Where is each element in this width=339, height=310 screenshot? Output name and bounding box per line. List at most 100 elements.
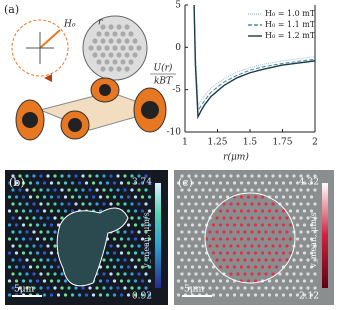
particle <box>232 251 237 255</box>
particle <box>267 237 272 241</box>
particle <box>105 279 110 283</box>
particle <box>98 181 103 185</box>
y-tick-label: -10 <box>167 128 182 138</box>
particle <box>102 286 106 290</box>
particle <box>130 272 134 276</box>
particle <box>211 223 216 227</box>
particle <box>176 209 181 213</box>
particle <box>218 293 223 297</box>
particle <box>229 174 233 178</box>
particle <box>194 216 198 220</box>
field-label: H₀ <box>63 20 76 30</box>
particle <box>260 265 265 269</box>
particle <box>260 195 265 199</box>
particle <box>309 223 314 227</box>
particle <box>21 265 26 269</box>
x-tick-label: 1.75 <box>272 138 292 148</box>
particle <box>218 251 223 255</box>
particle <box>257 244 261 248</box>
particle <box>246 181 251 185</box>
particle <box>11 258 15 262</box>
particle <box>229 188 233 192</box>
particle <box>176 265 181 269</box>
particle <box>84 181 89 185</box>
particle <box>253 279 258 283</box>
particle <box>18 272 22 276</box>
particle <box>197 181 202 185</box>
particle <box>123 272 127 276</box>
particle <box>120 31 126 37</box>
particle <box>190 265 195 269</box>
particle <box>42 209 47 213</box>
particle <box>180 174 184 178</box>
particle <box>285 244 289 248</box>
particle <box>18 174 22 178</box>
particle <box>302 223 307 227</box>
particle <box>302 265 307 269</box>
particle <box>218 237 223 241</box>
particle <box>104 59 110 65</box>
particle <box>299 216 303 220</box>
particle <box>25 244 29 248</box>
particle <box>239 251 244 255</box>
particle <box>257 230 261 234</box>
particle <box>250 258 254 262</box>
particle <box>133 181 138 185</box>
particle <box>229 258 233 262</box>
particle <box>183 279 188 283</box>
particle <box>60 174 64 178</box>
particle <box>201 174 205 178</box>
particle <box>39 202 43 206</box>
particle <box>313 202 317 206</box>
particle <box>271 188 275 192</box>
particle <box>42 251 47 255</box>
particle <box>98 279 103 283</box>
particle <box>25 230 29 234</box>
particle <box>243 272 247 276</box>
particle <box>88 286 92 290</box>
particle <box>25 286 29 290</box>
particle <box>63 195 68 199</box>
particle <box>60 202 64 206</box>
particle <box>299 286 303 290</box>
particle <box>60 216 64 220</box>
particle <box>53 286 57 290</box>
particle <box>260 293 265 297</box>
particle <box>246 195 251 199</box>
distance-label: r <box>98 18 103 28</box>
particle <box>236 272 240 276</box>
particle <box>25 216 29 220</box>
particle <box>120 45 126 51</box>
particle <box>246 251 251 255</box>
colorbar-label: v_mean, μm/s <box>309 212 318 268</box>
particle <box>137 244 141 248</box>
particle <box>42 293 47 297</box>
particle <box>218 195 223 199</box>
particle <box>11 202 15 206</box>
particle <box>126 293 131 297</box>
particle <box>180 188 184 192</box>
line-series <box>193 4 315 120</box>
particle <box>95 202 99 206</box>
particle <box>302 251 307 255</box>
particle <box>130 174 134 178</box>
particle <box>116 24 122 30</box>
particle <box>32 272 36 276</box>
colorbar-max: 4.32 <box>299 178 319 188</box>
particle <box>42 181 47 185</box>
particle <box>295 223 300 227</box>
particle <box>302 293 307 297</box>
particle <box>264 272 268 276</box>
particle <box>288 293 293 297</box>
particle <box>180 230 184 234</box>
particle <box>147 223 152 227</box>
particle <box>140 279 145 283</box>
particle <box>239 181 244 185</box>
particle <box>77 181 82 185</box>
particle <box>49 237 54 241</box>
particle <box>232 293 237 297</box>
particle <box>208 230 212 234</box>
particle <box>53 244 57 248</box>
particle <box>306 216 310 220</box>
particle <box>28 181 33 185</box>
